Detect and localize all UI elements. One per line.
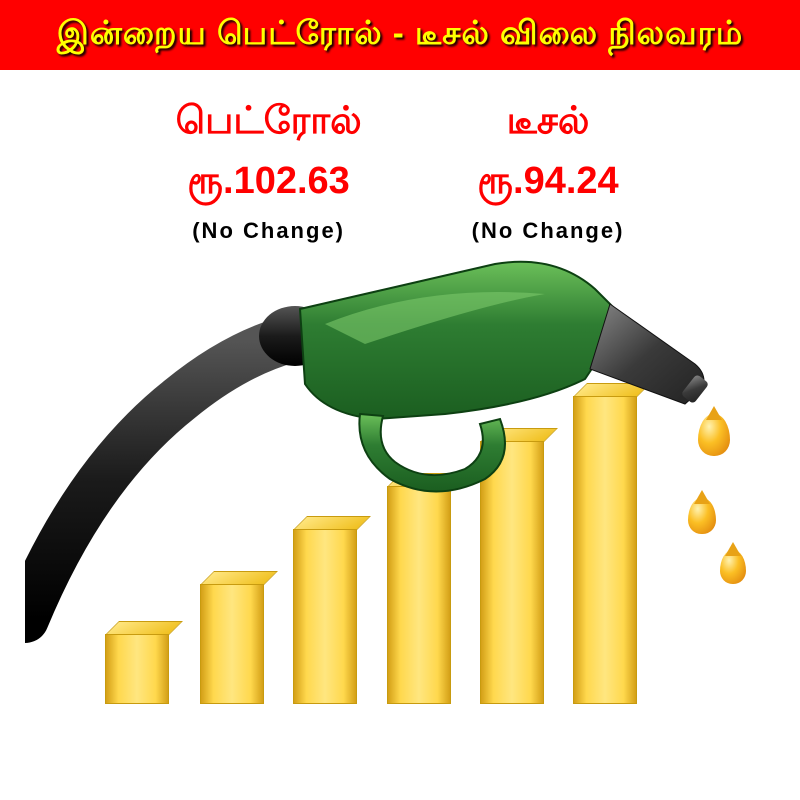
diesel-block: டீசல் ரூ.94.24 (No Change) xyxy=(472,100,625,244)
header-title: இன்றைய பெட்ரோல் - டீசல் விலை நிலவரம் xyxy=(57,14,744,57)
oil-drop-icon xyxy=(698,414,730,456)
oil-drop-icon xyxy=(688,498,716,534)
diesel-label: டீசல் xyxy=(472,100,625,148)
graphic-area xyxy=(0,264,800,744)
header-bar: இன்றைய பெட்ரோல் - டீசல் விலை நிலவரம் xyxy=(0,0,800,70)
petrol-block: பெட்ரோல் ரூ.102.63 (No Change) xyxy=(176,100,362,244)
petrol-price: ரூ.102.63 xyxy=(176,160,362,208)
fuel-nozzle-icon xyxy=(25,224,745,644)
diesel-price: ரூ.94.24 xyxy=(472,160,625,208)
petrol-label: பெட்ரோல் xyxy=(176,100,362,148)
oil-drop-icon xyxy=(720,550,746,584)
